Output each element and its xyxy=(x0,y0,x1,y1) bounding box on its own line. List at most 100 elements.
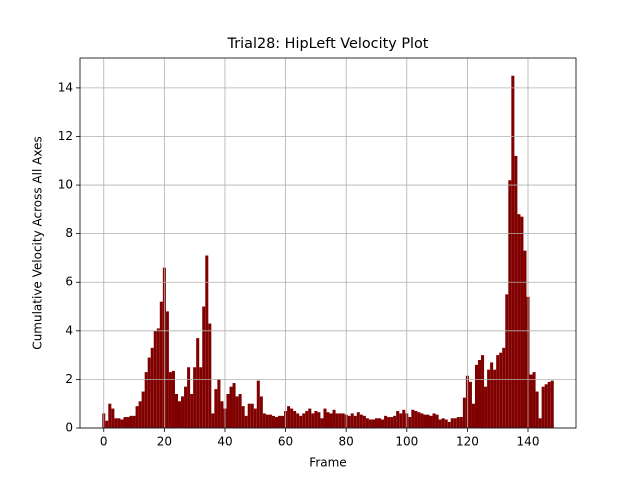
bar xyxy=(468,381,472,428)
bar xyxy=(126,417,130,428)
x-tick-label: 60 xyxy=(278,435,293,449)
bar xyxy=(305,410,309,428)
bar xyxy=(323,408,327,428)
bar xyxy=(302,413,306,428)
bar xyxy=(235,396,239,428)
bar xyxy=(517,214,521,428)
bar xyxy=(487,369,491,428)
bar xyxy=(293,410,297,428)
bar xyxy=(508,180,512,428)
bar xyxy=(108,403,112,428)
bar xyxy=(208,323,212,428)
bar xyxy=(368,419,372,428)
y-tick-label: 10 xyxy=(58,178,73,192)
bar xyxy=(123,417,127,428)
bar xyxy=(268,414,272,428)
bar xyxy=(447,421,451,428)
bar xyxy=(271,415,275,428)
bar xyxy=(499,352,503,428)
bar xyxy=(529,374,533,428)
bar xyxy=(544,384,548,428)
bar xyxy=(438,419,442,428)
bar xyxy=(350,413,354,428)
bar xyxy=(238,393,242,428)
bar xyxy=(456,417,460,428)
bar xyxy=(505,294,509,428)
bar xyxy=(114,418,118,428)
bar xyxy=(259,396,263,428)
y-tick-label: 2 xyxy=(65,372,73,386)
bar xyxy=(141,391,145,428)
bar xyxy=(541,386,545,428)
x-tick-label: 20 xyxy=(157,435,172,449)
bar xyxy=(502,347,506,428)
x-tick-label: 140 xyxy=(517,435,540,449)
bar xyxy=(111,408,115,428)
bar xyxy=(217,379,221,428)
bar xyxy=(408,417,412,428)
bar xyxy=(359,414,363,428)
bar xyxy=(205,255,209,428)
bar xyxy=(281,415,285,428)
bar xyxy=(399,413,403,428)
bar xyxy=(371,419,375,428)
bar xyxy=(193,367,197,428)
bar xyxy=(547,381,551,428)
bar xyxy=(523,250,527,428)
y-tick-label: 8 xyxy=(65,226,73,240)
bar xyxy=(232,383,236,428)
bar xyxy=(314,410,318,428)
bar xyxy=(338,413,342,428)
x-tick-label: 0 xyxy=(100,435,108,449)
bar xyxy=(356,412,360,428)
bar xyxy=(432,413,436,428)
bar xyxy=(105,420,109,428)
x-tick-label: 120 xyxy=(456,435,479,449)
bar xyxy=(241,406,245,428)
bar xyxy=(378,418,382,428)
bar xyxy=(184,386,188,428)
bar xyxy=(214,389,218,428)
bar xyxy=(159,301,163,428)
bar xyxy=(444,419,448,428)
bar xyxy=(520,216,524,428)
bar xyxy=(341,413,345,428)
plot-frame xyxy=(79,57,577,429)
bar xyxy=(462,397,466,428)
x-axis-label: Frame xyxy=(309,456,346,470)
bar xyxy=(381,419,385,428)
bar xyxy=(290,408,294,428)
y-tick-label: 14 xyxy=(58,80,73,94)
bar xyxy=(450,418,454,428)
y-tick-label: 6 xyxy=(65,275,73,289)
bar xyxy=(211,413,215,428)
bar xyxy=(374,418,378,428)
bar xyxy=(287,406,291,428)
x-tick-label: 80 xyxy=(339,435,354,449)
bar xyxy=(335,413,339,428)
bar xyxy=(474,364,478,428)
bar xyxy=(396,410,400,428)
bar xyxy=(187,367,191,428)
bar xyxy=(165,311,169,428)
x-tick-label: 40 xyxy=(217,435,232,449)
bar xyxy=(353,415,357,428)
bar xyxy=(278,415,282,428)
bar xyxy=(493,369,497,428)
bar xyxy=(423,414,427,428)
bar xyxy=(178,401,182,428)
bar xyxy=(190,393,194,428)
bar xyxy=(308,408,312,428)
bar xyxy=(393,415,397,428)
bar xyxy=(296,413,300,428)
bar xyxy=(329,413,333,428)
bar xyxy=(435,414,439,428)
bar xyxy=(220,401,224,428)
bar xyxy=(202,306,206,428)
bar xyxy=(417,412,421,428)
bar xyxy=(496,355,500,428)
bar xyxy=(174,393,178,428)
bar xyxy=(265,414,269,428)
bar xyxy=(481,355,485,428)
bar xyxy=(514,155,518,428)
